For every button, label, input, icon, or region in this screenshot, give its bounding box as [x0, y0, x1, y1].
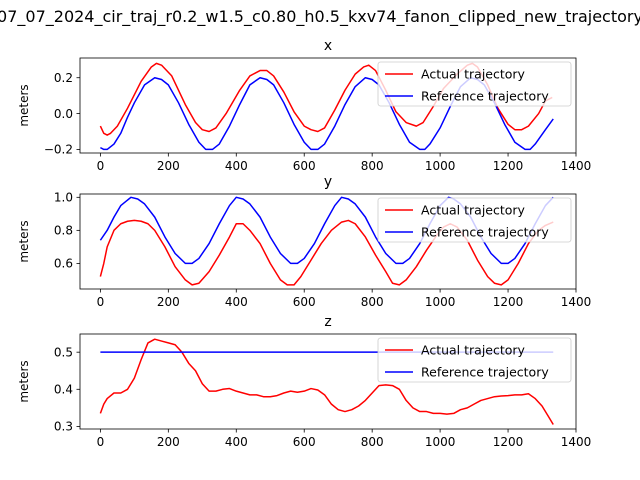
- x-tick-label: 0: [97, 159, 105, 173]
- subplot-x: x meters 0 200 400 600 800 1000 1200 1400 −0.2 0.0 0…: [17, 38, 591, 173]
- series-line-actual: [99, 219, 554, 286]
- x-tick-label: 1400: [561, 435, 592, 449]
- legend-label: Reference trajectory: [421, 365, 549, 380]
- x-tick-label: 1400: [561, 159, 592, 173]
- x-tick-label: 200: [157, 295, 180, 309]
- y-axis-label: meters: [17, 360, 31, 402]
- x-tick-label: 1200: [493, 159, 524, 173]
- axes-frame: [79, 193, 577, 290]
- y-tick-label: 1.0: [54, 191, 73, 205]
- y-tick-label: 0.4: [54, 383, 73, 397]
- x-tick-label: 800: [361, 159, 384, 173]
- subplot-title: y: [324, 174, 332, 190]
- x-tick-label: 600: [293, 435, 316, 449]
- legend: Actual trajectory Reference trajectory: [377, 337, 572, 383]
- x-tick-label: 1400: [561, 295, 592, 309]
- legend-box: [377, 61, 572, 107]
- y-tick-label: 0.6: [54, 257, 73, 271]
- subplots: x meters 0 200 400 600 800 1000 1200 1400 −0.2 0.0 0…: [17, 38, 591, 449]
- axes-frame: [79, 333, 577, 430]
- x-tick-label: 1000: [425, 435, 456, 449]
- x-tick-label: 600: [293, 159, 316, 173]
- x-tick-label: 800: [361, 295, 384, 309]
- legend-label: Actual trajectory: [421, 67, 526, 82]
- legend-label: Actual trajectory: [421, 203, 526, 218]
- x-tick-label: 1200: [493, 435, 524, 449]
- figure-suptitle: 07_07_2024_cir_traj_r0.2_w1.5_c0.80_h0.5…: [0, 7, 640, 27]
- legend-box: [377, 337, 572, 383]
- x-tick-label: 400: [225, 295, 248, 309]
- x-tick-label: 600: [293, 295, 316, 309]
- x-tick-label: 400: [225, 159, 248, 173]
- x-tick-label: 0: [97, 295, 105, 309]
- legend-label: Reference trajectory: [421, 89, 549, 104]
- y-tick-label: 0.8: [54, 224, 73, 238]
- x-tick-label: 1000: [425, 159, 456, 173]
- x-tick-label: 800: [361, 435, 384, 449]
- subplot-z: z meters 0 200 400 600 800 1000 1200 1400 0.3 0.4 0.…: [17, 314, 591, 449]
- legend: Actual trajectory Reference trajectory: [377, 197, 572, 243]
- y-tick-label: 0.3: [54, 420, 73, 434]
- y-tick-label: −0.2: [44, 143, 73, 157]
- y-tick-label: 0.0: [54, 107, 73, 121]
- legend: Actual trajectory Reference trajectory: [377, 61, 572, 107]
- x-tick-label: 400: [225, 435, 248, 449]
- x-tick-label: 200: [157, 435, 180, 449]
- subplot-title: z: [324, 314, 331, 330]
- x-tick-label: 1000: [425, 295, 456, 309]
- y-axis-label: meters: [17, 84, 31, 126]
- x-tick-label: 1200: [493, 295, 524, 309]
- axes-frame: [79, 57, 577, 154]
- legend-box: [377, 197, 572, 243]
- legend-label: Reference trajectory: [421, 225, 549, 240]
- x-tick-label: 0: [97, 435, 105, 449]
- legend-label: Actual trajectory: [421, 343, 526, 358]
- y-axis-label: meters: [17, 220, 31, 262]
- subplot-y: y meters 0 200 400 600 800 1000 1200 1400 0.6 0.8 1.…: [17, 174, 591, 309]
- subplot-title: x: [324, 38, 332, 54]
- series-line-actual: [99, 338, 554, 425]
- x-tick-label: 200: [157, 159, 180, 173]
- y-tick-label: 0.2: [54, 71, 73, 85]
- y-tick-label: 0.5: [54, 345, 73, 359]
